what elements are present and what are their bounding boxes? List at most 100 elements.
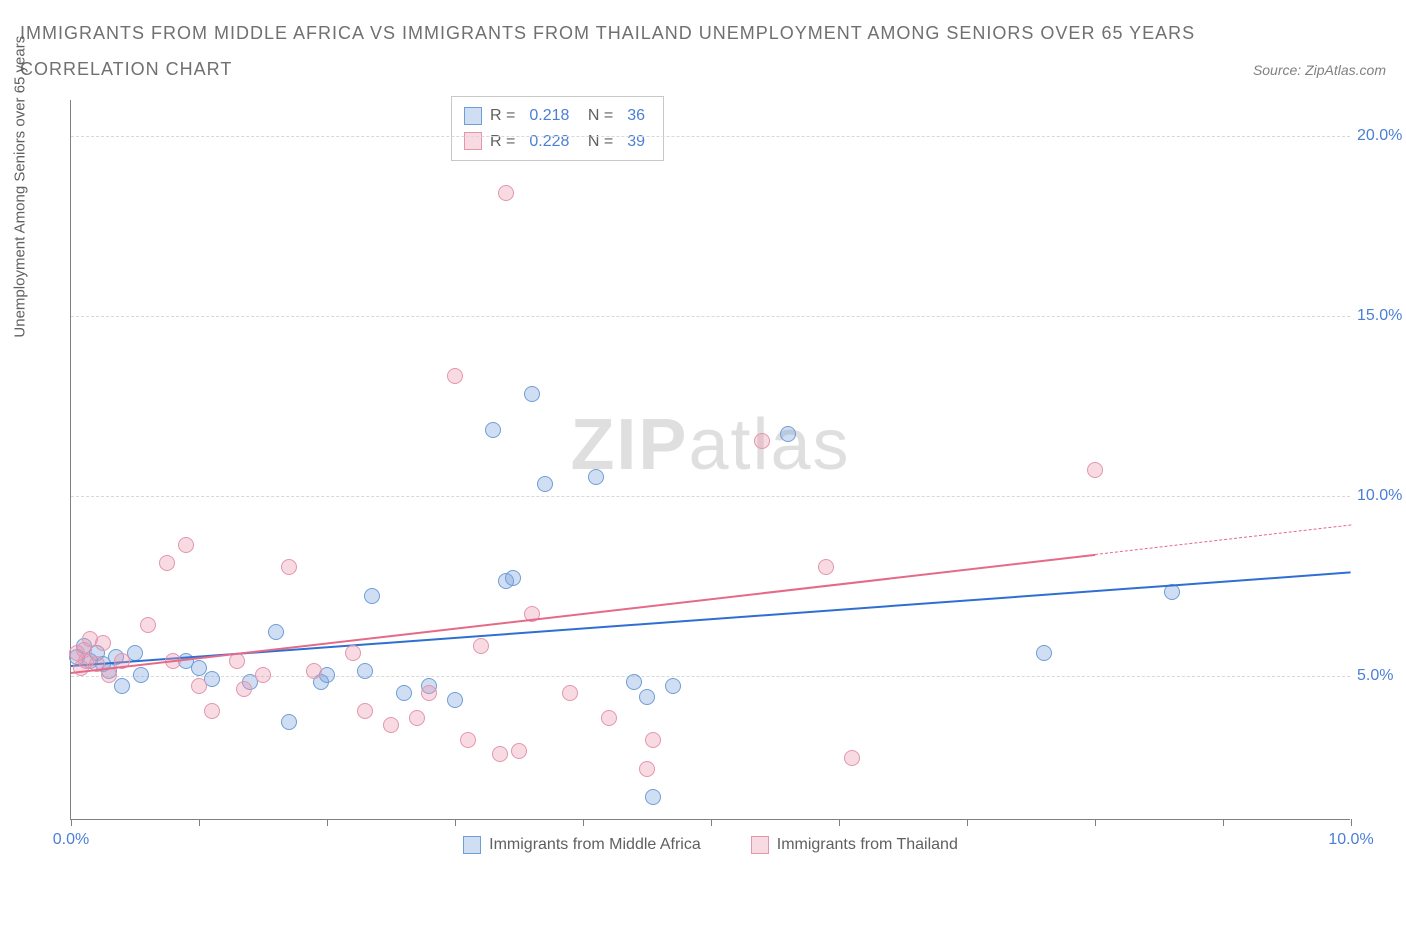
data-point — [492, 746, 508, 762]
data-point — [601, 710, 617, 726]
x-tick — [1095, 819, 1096, 826]
legend-r-value: 0.218 — [529, 103, 569, 129]
series-legend: Immigrants from Middle Africa Immigrants … — [71, 836, 1350, 854]
data-point — [1036, 645, 1052, 661]
y-tick-label: 10.0% — [1357, 487, 1406, 505]
data-point — [140, 617, 156, 633]
data-point — [357, 663, 373, 679]
data-point — [524, 386, 540, 402]
data-point — [588, 469, 604, 485]
data-point — [114, 678, 130, 694]
data-point — [281, 559, 297, 575]
data-point — [645, 732, 661, 748]
series-legend-item: Immigrants from Middle Africa — [463, 836, 701, 854]
x-tick — [711, 819, 712, 826]
stats-legend: R = 0.218 N = 36 R = 0.228 N = 39 — [451, 96, 664, 161]
x-tick — [839, 819, 840, 826]
data-point — [818, 559, 834, 575]
header: IMMIGRANTS FROM MIDDLE AFRICA VS IMMIGRA… — [0, 0, 1406, 80]
stats-legend-row: R = 0.218 N = 36 — [464, 103, 651, 129]
legend-n-value: 36 — [627, 103, 645, 129]
y-tick-label: 15.0% — [1357, 307, 1406, 325]
data-point — [754, 433, 770, 449]
legend-n-label: N = — [583, 103, 613, 129]
legend-r-value: 0.228 — [529, 129, 569, 155]
legend-r-label: R = — [490, 129, 515, 155]
x-tick-label: 0.0% — [53, 831, 89, 849]
y-axis-label: Unemployment Among Seniors over 65 years — [12, 36, 29, 338]
data-point — [505, 570, 521, 586]
x-tick — [1223, 819, 1224, 826]
x-tick — [967, 819, 968, 826]
subtitle-row: CORRELATION CHART Source: ZipAtlas.com — [20, 59, 1386, 80]
data-point — [281, 714, 297, 730]
data-point — [191, 678, 207, 694]
trend-line — [71, 572, 1351, 668]
data-point — [447, 692, 463, 708]
data-point — [409, 710, 425, 726]
data-point — [626, 674, 642, 690]
data-point — [396, 685, 412, 701]
x-tick-label: 10.0% — [1328, 831, 1373, 849]
data-point — [639, 689, 655, 705]
legend-n-value: 39 — [627, 129, 645, 155]
series-legend-label: Immigrants from Middle Africa — [489, 836, 701, 854]
data-point — [665, 678, 681, 694]
data-point — [178, 537, 194, 553]
data-point — [357, 703, 373, 719]
data-point — [511, 743, 527, 759]
y-tick-label: 5.0% — [1357, 667, 1406, 685]
gridline-h — [71, 316, 1350, 317]
x-tick — [1351, 819, 1352, 826]
data-point — [447, 368, 463, 384]
data-point — [133, 667, 149, 683]
gridline-h — [71, 136, 1350, 137]
series-legend-label: Immigrants from Thailand — [777, 836, 958, 854]
series-legend-item: Immigrants from Thailand — [751, 836, 958, 854]
data-point — [364, 588, 380, 604]
data-point — [639, 761, 655, 777]
scatter-plot: ZIPatlas R =0.218 N =36R =0.228 N =39 Im… — [70, 100, 1350, 820]
data-point — [204, 703, 220, 719]
trend-line — [71, 554, 1095, 674]
chart-container: Unemployment Among Seniors over 65 years… — [60, 100, 1380, 860]
legend-r-label: R = — [490, 103, 515, 129]
data-point — [780, 426, 796, 442]
watermark-atlas: atlas — [688, 405, 850, 485]
x-tick — [327, 819, 328, 826]
data-point — [844, 750, 860, 766]
legend-swatch — [464, 107, 482, 125]
data-point — [345, 645, 361, 661]
source-attribution: Source: ZipAtlas.com — [1253, 62, 1386, 78]
data-point — [562, 685, 578, 701]
page-title: IMMIGRANTS FROM MIDDLE AFRICA VS IMMIGRA… — [20, 20, 1386, 47]
legend-n-label: N = — [583, 129, 613, 155]
watermark: ZIPatlas — [570, 404, 850, 486]
data-point — [255, 667, 271, 683]
data-point — [159, 555, 175, 571]
data-point — [383, 717, 399, 733]
data-point — [306, 663, 322, 679]
gridline-h — [71, 496, 1350, 497]
legend-swatch — [751, 836, 769, 854]
y-tick-label: 20.0% — [1357, 127, 1406, 145]
data-point — [1087, 462, 1103, 478]
data-point — [473, 638, 489, 654]
subtitle: CORRELATION CHART — [20, 59, 232, 80]
x-tick — [199, 819, 200, 826]
data-point — [421, 685, 437, 701]
data-point — [645, 789, 661, 805]
x-tick — [455, 819, 456, 826]
stats-legend-row: R = 0.228 N = 39 — [464, 129, 651, 155]
trend-line-extrapolated — [1095, 525, 1351, 556]
x-tick — [71, 819, 72, 826]
data-point — [498, 185, 514, 201]
x-tick — [583, 819, 584, 826]
data-point — [460, 732, 476, 748]
data-point — [537, 476, 553, 492]
legend-swatch — [463, 836, 481, 854]
data-point — [236, 681, 252, 697]
data-point — [95, 635, 111, 651]
data-point — [485, 422, 501, 438]
data-point — [268, 624, 284, 640]
